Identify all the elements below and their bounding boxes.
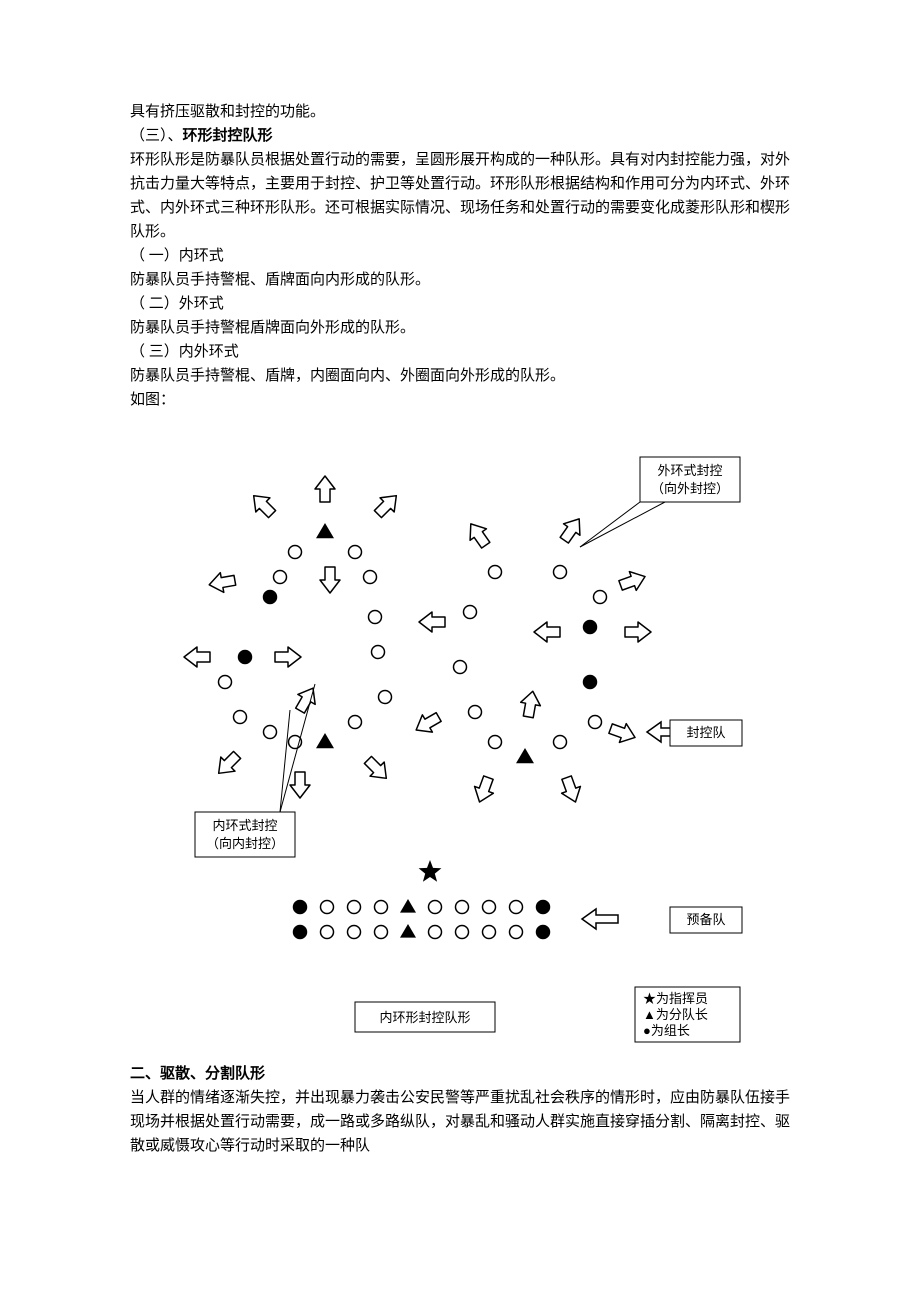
svg-text:（向外封控）: （向外封控）	[651, 481, 729, 496]
paragraph: 防暴队员手持警棍、盾牌面向内形成的队形。	[130, 268, 790, 292]
diagram-svg: 封控队 外环式封控 （向外封控） 内环式封控 （向内封控） 预备队内环形封控队形 ★为指挥员…	[130, 422, 790, 1052]
paragraph: 具有挤压驱散和封控的功能。	[130, 100, 790, 124]
list-item: （ 二）外环式	[130, 292, 790, 316]
list-item: （ 一）内环式	[130, 244, 790, 268]
heading-prefix: （三）、	[130, 128, 183, 144]
heading-title: 环形封控队形	[183, 128, 273, 144]
paragraph: 如图：	[130, 388, 790, 412]
paragraph: 防暴队员手持警棍盾牌面向外形成的队形。	[130, 316, 790, 340]
document-page: 具有挤压驱散和封控的功能。 （三）、环形封控队形 环形队形是防暴队员根据处置行动…	[0, 0, 920, 1218]
paragraph: 环形队形是防暴队员根据处置行动的需要，呈圆形展开构成的一种队形。具有对内封控能力…	[130, 148, 790, 244]
paragraph: 当人群的情绪逐渐失控，并出现暴力袭击公安民警等严重扰乱社会秩序的情形时，应由防暴…	[130, 1086, 790, 1158]
svg-text:●为组长: ●为组长	[643, 1023, 690, 1038]
list-item: （ 三）内外环式	[130, 340, 790, 364]
section-heading: 二、驱散、分割队形	[130, 1062, 790, 1086]
paragraph: 防暴队员手持警棍、盾牌，内圈面向内、外圈面向外形成的队形。	[130, 364, 790, 388]
svg-text:封控队: 封控队	[686, 725, 725, 740]
svg-text:（向内封控）: （向内封控）	[206, 836, 284, 851]
formation-diagram: 封控队 外环式封控 （向外封控） 内环式封控 （向内封控） 预备队内环形封控队形 ★为指挥员…	[130, 422, 790, 1052]
svg-text:外环式封控: 外环式封控	[657, 463, 722, 478]
section-heading: （三）、环形封控队形	[130, 124, 790, 148]
svg-text:内环形封控队形: 内环形封控队形	[379, 1010, 470, 1025]
svg-text:内环式封控: 内环式封控	[212, 818, 277, 833]
svg-text:★为指挥员: ★为指挥员	[643, 991, 708, 1006]
svg-text:预备队: 预备队	[686, 912, 725, 927]
svg-text:▲为分队长: ▲为分队长	[643, 1007, 708, 1022]
